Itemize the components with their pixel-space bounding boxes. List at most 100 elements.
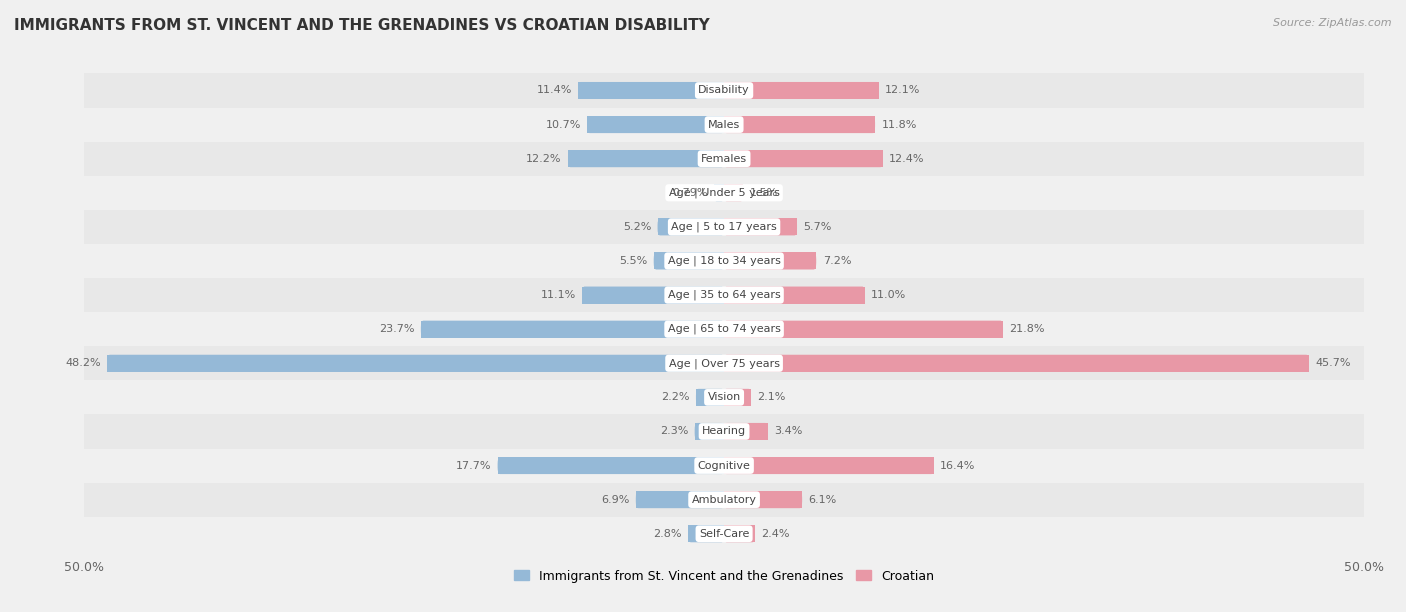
Bar [724,389,751,406]
Bar [107,355,724,371]
Text: Ambulatory: Ambulatory [692,494,756,505]
Text: Age | 65 to 74 years: Age | 65 to 74 years [668,324,780,334]
Bar [724,184,744,201]
Bar [724,116,875,133]
Bar [714,184,724,201]
Bar [84,176,1364,210]
FancyBboxPatch shape [724,491,803,508]
Bar [724,525,755,542]
FancyBboxPatch shape [724,252,817,269]
Text: 2.8%: 2.8% [654,529,682,539]
Bar [84,73,1364,108]
FancyBboxPatch shape [724,184,744,201]
Text: 2.2%: 2.2% [661,392,689,402]
Text: 7.2%: 7.2% [823,256,851,266]
Text: Self-Care: Self-Care [699,529,749,539]
FancyBboxPatch shape [420,321,724,338]
Text: Males: Males [709,119,740,130]
FancyBboxPatch shape [578,82,724,99]
Text: Disability: Disability [699,86,749,95]
Text: Age | 5 to 17 years: Age | 5 to 17 years [671,222,778,232]
Text: 17.7%: 17.7% [456,461,491,471]
FancyBboxPatch shape [724,525,755,542]
Bar [578,82,724,99]
Text: Cognitive: Cognitive [697,461,751,471]
Text: 21.8%: 21.8% [1010,324,1045,334]
Bar [84,141,1364,176]
Bar [84,312,1364,346]
Bar [724,355,1309,371]
Text: 11.0%: 11.0% [872,290,907,300]
Bar [724,491,803,508]
FancyBboxPatch shape [724,218,797,236]
FancyBboxPatch shape [724,82,879,99]
Text: 6.1%: 6.1% [808,494,837,505]
FancyBboxPatch shape [654,252,724,269]
Bar [84,108,1364,141]
Text: 2.3%: 2.3% [659,427,689,436]
Bar [724,218,797,236]
FancyBboxPatch shape [689,525,724,542]
Bar [724,150,883,167]
Text: Vision: Vision [707,392,741,402]
Text: 10.7%: 10.7% [546,119,581,130]
Bar [582,286,724,304]
Bar [84,517,1364,551]
Text: 48.2%: 48.2% [65,358,101,368]
Text: 12.4%: 12.4% [889,154,925,163]
Text: Age | 35 to 64 years: Age | 35 to 64 years [668,290,780,300]
Text: 12.2%: 12.2% [526,154,561,163]
Text: 5.7%: 5.7% [803,222,832,232]
Text: 0.79%: 0.79% [672,188,707,198]
FancyBboxPatch shape [724,355,1309,372]
Text: 5.2%: 5.2% [623,222,651,232]
Bar [724,423,768,440]
Text: 5.5%: 5.5% [619,256,647,266]
Text: Females: Females [702,154,747,163]
Text: Age | Under 5 years: Age | Under 5 years [669,187,779,198]
Text: 2.4%: 2.4% [761,529,790,539]
FancyBboxPatch shape [724,423,768,440]
Text: Age | 18 to 34 years: Age | 18 to 34 years [668,256,780,266]
FancyBboxPatch shape [714,184,724,201]
Bar [84,483,1364,517]
Bar [420,321,724,338]
Text: 23.7%: 23.7% [380,324,415,334]
Text: 3.4%: 3.4% [773,427,803,436]
Bar [84,414,1364,449]
Text: 12.1%: 12.1% [886,86,921,95]
FancyBboxPatch shape [696,389,724,406]
Text: 45.7%: 45.7% [1315,358,1351,368]
FancyBboxPatch shape [636,491,724,508]
Bar [658,218,724,236]
Text: 2.1%: 2.1% [758,392,786,402]
Bar [588,116,724,133]
Bar [695,423,724,440]
Text: 1.5%: 1.5% [749,188,778,198]
FancyBboxPatch shape [724,116,875,133]
Bar [84,449,1364,483]
Text: IMMIGRANTS FROM ST. VINCENT AND THE GRENADINES VS CROATIAN DISABILITY: IMMIGRANTS FROM ST. VINCENT AND THE GREN… [14,18,710,34]
FancyBboxPatch shape [724,457,934,474]
Bar [84,244,1364,278]
Bar [84,380,1364,414]
Bar [724,82,879,99]
FancyBboxPatch shape [695,423,724,440]
Bar [636,491,724,508]
Text: 16.4%: 16.4% [941,461,976,471]
FancyBboxPatch shape [107,355,724,372]
Text: 6.9%: 6.9% [600,494,630,505]
Text: 11.1%: 11.1% [540,290,575,300]
Text: Source: ZipAtlas.com: Source: ZipAtlas.com [1274,18,1392,28]
FancyBboxPatch shape [568,150,724,167]
Text: 11.4%: 11.4% [537,86,572,95]
Bar [654,252,724,269]
Bar [724,252,817,269]
Text: 11.8%: 11.8% [882,119,917,130]
Bar [696,389,724,406]
Bar [84,278,1364,312]
Bar [689,525,724,542]
Bar [724,321,1002,338]
Bar [724,286,865,304]
FancyBboxPatch shape [658,218,724,236]
